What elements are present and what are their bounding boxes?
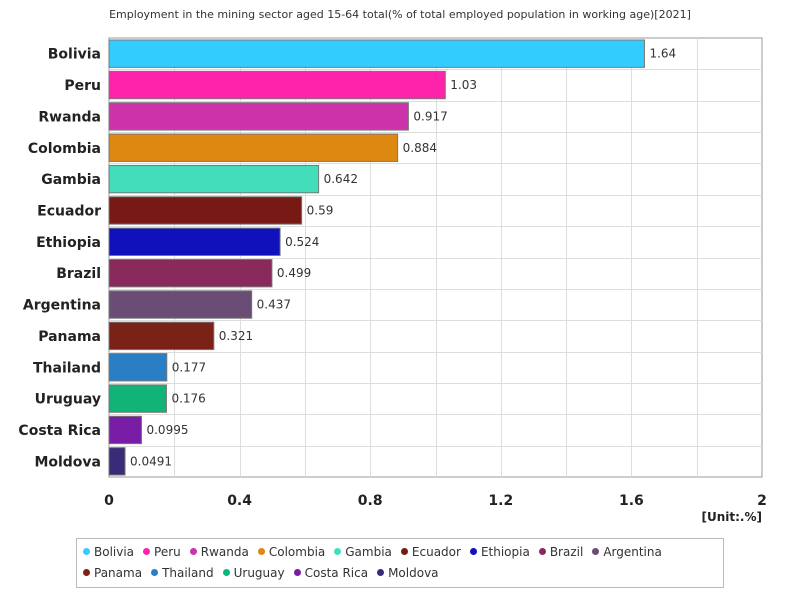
- legend-label: Gambia: [345, 545, 392, 559]
- legend-label: Bolivia: [94, 545, 135, 559]
- data-label: 0.176: [171, 392, 205, 406]
- legend-label: Ethiopia: [480, 545, 530, 559]
- category-label: Moldova: [34, 454, 101, 470]
- legend-label: Costa Rica: [304, 566, 369, 580]
- legend-item: Argentina: [592, 542, 662, 563]
- category-label: Uruguay: [35, 392, 101, 408]
- data-label: 1.03: [450, 78, 477, 92]
- legend-dot-icon: [257, 548, 265, 555]
- legend-dot-icon: [293, 569, 301, 576]
- bar: [108, 259, 273, 288]
- bar: [108, 227, 281, 256]
- legend-dot-icon: [592, 548, 600, 555]
- legend-dot-icon: [151, 569, 159, 576]
- data-label: 0.59: [307, 203, 334, 217]
- legend-item: Brazil: [538, 542, 584, 563]
- bar: [108, 196, 303, 225]
- x-tick-label: 1.2: [488, 493, 513, 509]
- data-label: 0.884: [403, 141, 437, 155]
- legend-label: Thailand: [162, 566, 214, 580]
- data-label: 0.499: [277, 266, 311, 280]
- legend-label: Peru: [154, 545, 181, 559]
- data-label: 0.642: [324, 172, 358, 186]
- legend-dot-icon: [469, 548, 477, 555]
- category-label: Costa Rica: [18, 423, 101, 439]
- category-label: Peru: [64, 78, 101, 94]
- bar: [108, 321, 215, 351]
- category-label: Argentina: [23, 298, 101, 314]
- data-label: 0.437: [257, 298, 291, 312]
- legend-item: Uruguay: [222, 563, 285, 584]
- legend-dot-icon: [377, 569, 385, 576]
- data-label: 0.0491: [130, 454, 172, 468]
- category-label: Thailand: [33, 360, 101, 376]
- x-tick-label: 0: [104, 493, 114, 509]
- category-label: Gambia: [41, 172, 101, 188]
- legend-dot-icon: [222, 569, 230, 576]
- category-label: Rwanda: [38, 109, 101, 125]
- bar: [108, 164, 320, 194]
- category-label: Brazil: [56, 266, 101, 282]
- bar: [108, 384, 167, 413]
- legend-label: Moldova: [388, 566, 439, 580]
- legend-item: Ecuador: [400, 542, 461, 563]
- category-label: Ethiopia: [36, 235, 101, 251]
- bar: [108, 353, 168, 382]
- data-label: 0.917: [413, 109, 447, 123]
- legend-label: Rwanda: [200, 545, 249, 559]
- legend-item: Colombia: [257, 542, 326, 563]
- data-label: 0.321: [219, 329, 253, 343]
- legend-item: Peru: [143, 542, 181, 563]
- legend-dot-icon: [83, 569, 90, 576]
- legend-item: Moldova: [377, 563, 439, 584]
- legend-label: Panama: [94, 566, 143, 580]
- data-label: 1.64: [649, 47, 676, 61]
- data-label: 0.524: [285, 235, 319, 249]
- legend-dot-icon: [83, 548, 90, 555]
- bar: [108, 415, 142, 445]
- legend-item: Panama: [83, 563, 142, 584]
- x-tick-label: 0.8: [358, 493, 383, 509]
- bar: [108, 133, 399, 162]
- legend-label: Brazil: [549, 545, 584, 559]
- category-label: Colombia: [28, 141, 101, 157]
- bar: [108, 447, 126, 476]
- bar: [108, 290, 253, 319]
- legend-item: Costa Rica: [293, 563, 369, 584]
- x-tick-label: 2: [757, 493, 767, 509]
- legend-dot-icon: [538, 548, 546, 555]
- category-label: Panama: [38, 329, 101, 345]
- unit-label: [Unit:.%]: [701, 510, 763, 524]
- legend-dot-icon: [143, 548, 151, 555]
- legend-item: Ethiopia: [469, 542, 530, 563]
- x-tick-label: 1.6: [619, 493, 644, 509]
- legend-item: Gambia: [334, 542, 392, 563]
- category-label: Ecuador: [37, 203, 101, 219]
- data-label: 0.0995: [146, 423, 188, 437]
- legend-label: Ecuador: [411, 545, 461, 559]
- legend-item: Rwanda: [189, 542, 249, 563]
- chart-title: Employment in the mining sector aged 15-…: [109, 8, 691, 21]
- x-tick-label: 0.4: [227, 493, 252, 509]
- legend-item: Thailand: [151, 563, 214, 584]
- data-label: 0.177: [172, 360, 206, 374]
- legend: Bolivia Peru Rwanda Colombia Gambia Ecuador Et…: [76, 538, 724, 588]
- bar: [108, 70, 446, 100]
- legend-item: Bolivia: [83, 542, 134, 563]
- bar: [108, 39, 645, 68]
- legend-dot-icon: [189, 548, 197, 555]
- legend-label: Colombia: [268, 545, 326, 559]
- bar: [108, 102, 409, 131]
- category-label: Bolivia: [48, 47, 101, 63]
- legend-label: Uruguay: [233, 566, 285, 580]
- legend-dot-icon: [334, 548, 342, 555]
- legend-dot-icon: [400, 548, 408, 555]
- legend-label: Argentina: [603, 545, 662, 559]
